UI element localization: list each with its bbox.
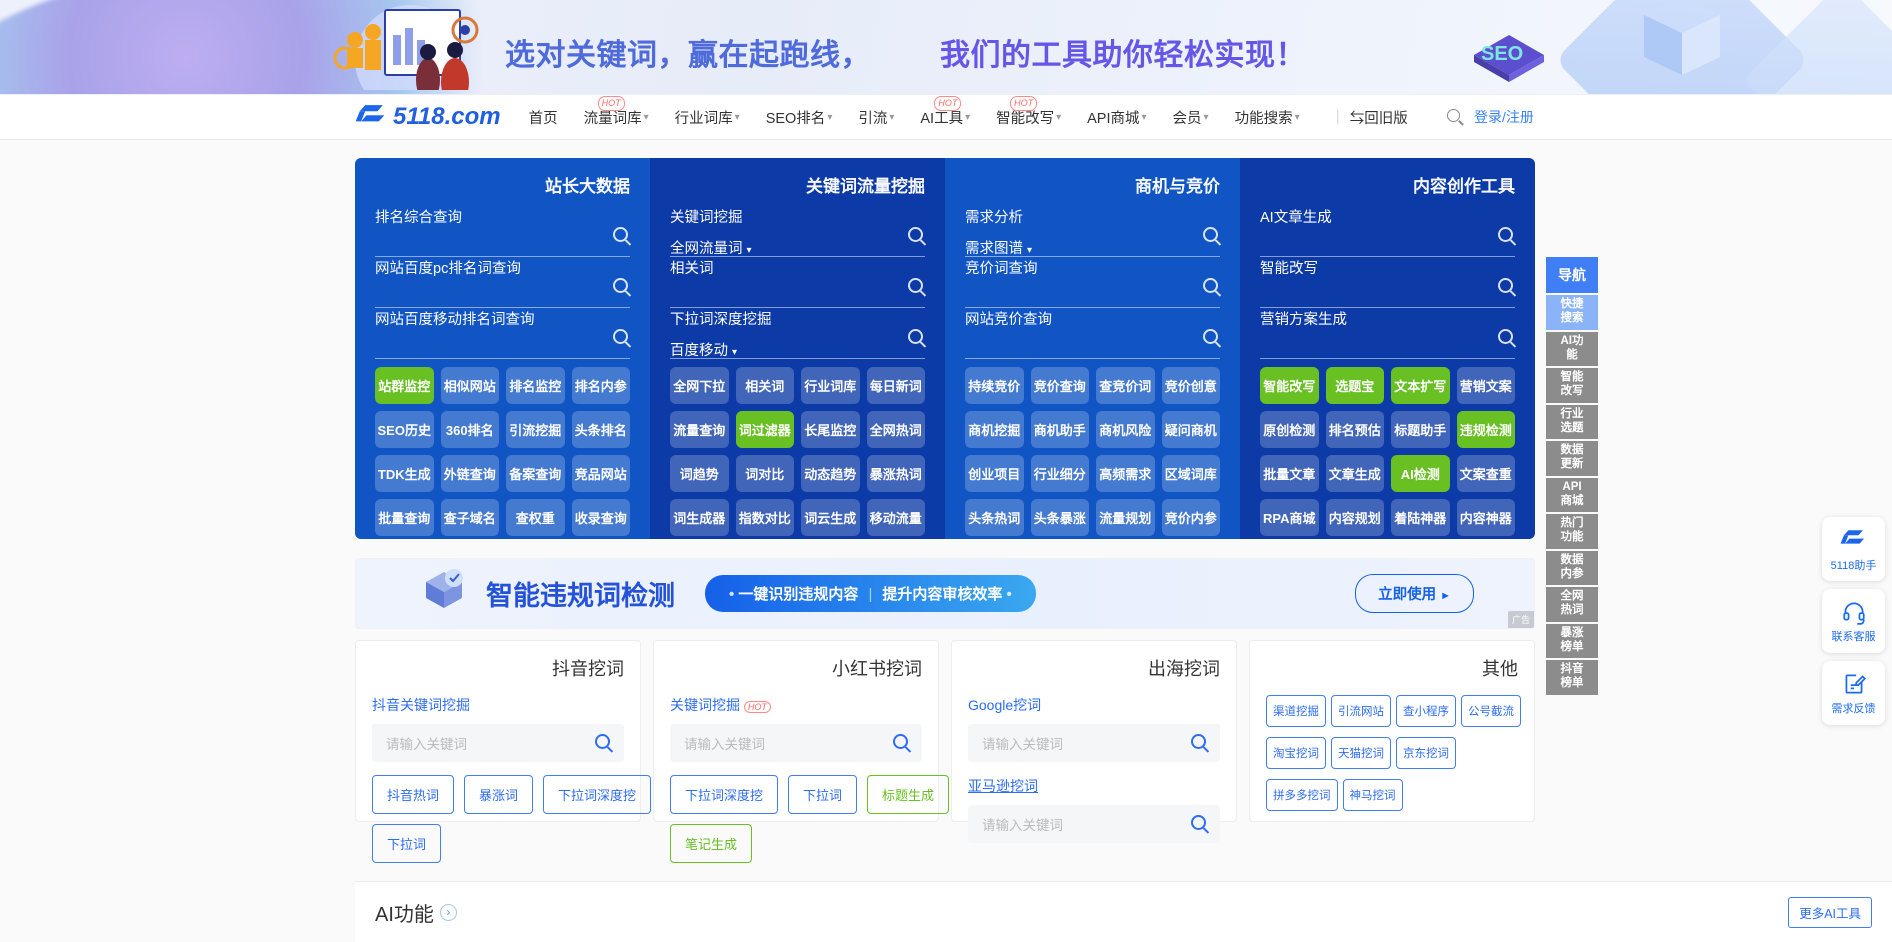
svg-text:SEO: SEO <box>1481 43 1523 65</box>
